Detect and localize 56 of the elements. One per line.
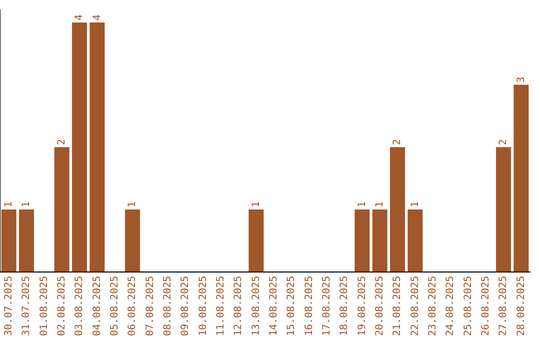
x-tick-label: 28.08.2025 (516, 276, 527, 336)
bar (390, 147, 406, 272)
x-tick-label: 08.08.2025 (162, 276, 174, 336)
bar (372, 209, 388, 272)
x-tick-label: 02.08.2025 (56, 276, 68, 336)
data-label: 1 (356, 201, 368, 208)
data-label: 2 (498, 139, 510, 146)
x-tick-label: 19.08.2025 (356, 276, 368, 336)
x-tick-label: 22.08.2025 (410, 276, 421, 336)
bar (54, 147, 70, 272)
x-tick-label: 31.07.2025 (21, 276, 32, 336)
x-tick-label: 25.08.2025 (462, 276, 474, 336)
x-tick-label: 16.08.2025 (304, 276, 315, 336)
data-label: 1 (127, 201, 138, 208)
data-label: 1 (3, 201, 14, 208)
x-tick-label: 18.08.2025 (339, 276, 350, 336)
x-tick-label: 04.08.2025 (92, 276, 103, 336)
data-label: 3 (516, 76, 527, 83)
data-label: 1 (410, 201, 421, 208)
bar (124, 209, 140, 272)
bar (354, 209, 370, 272)
x-tick-label: 26.08.2025 (480, 276, 492, 336)
x-tick-label: 07.08.2025 (144, 276, 156, 336)
data-label: 2 (392, 139, 404, 146)
x-tick-label: 30.07.2025 (3, 276, 14, 336)
bar (1, 209, 16, 272)
x-tick-label: 11.08.2025 (215, 276, 226, 336)
x-tick-label: 24.08.2025 (445, 276, 456, 336)
data-label: 1 (21, 201, 32, 208)
data-label: 2 (56, 139, 68, 146)
x-tick-label: 12.08.2025 (233, 276, 244, 336)
x-tick-label: 01.08.2025 (38, 276, 50, 336)
bar (496, 147, 512, 272)
bar (90, 22, 105, 272)
bar (72, 22, 88, 272)
bar (514, 84, 529, 272)
bar (248, 209, 264, 272)
data-label: 1 (250, 201, 262, 208)
bar (408, 209, 423, 272)
x-tick-label: 15.08.2025 (286, 276, 298, 336)
data-label: 4 (92, 14, 103, 20)
x-tick-label: 05.08.2025 (109, 276, 120, 336)
data-label: 4 (74, 14, 86, 20)
x-tick-label: 17.08.2025 (321, 276, 332, 336)
x-tick-label: 06.08.2025 (127, 276, 138, 336)
x-tick-label: 14.08.2025 (268, 276, 280, 336)
x-tick-label: 23.08.2025 (427, 276, 438, 336)
x-tick-label: 20.08.2025 (374, 276, 386, 336)
x-tick-label: 03.08.2025 (74, 276, 86, 336)
x-tick-label: 09.08.2025 (180, 276, 192, 336)
data-label: 1 (374, 201, 386, 208)
x-tick-label: 10.08.2025 (198, 276, 209, 336)
x-tick-label: 13.08.2025 (250, 276, 262, 336)
x-tick-label: 21.08.2025 (392, 276, 404, 336)
x-tick-label: 27.08.2025 (498, 276, 510, 336)
bar (18, 209, 34, 272)
